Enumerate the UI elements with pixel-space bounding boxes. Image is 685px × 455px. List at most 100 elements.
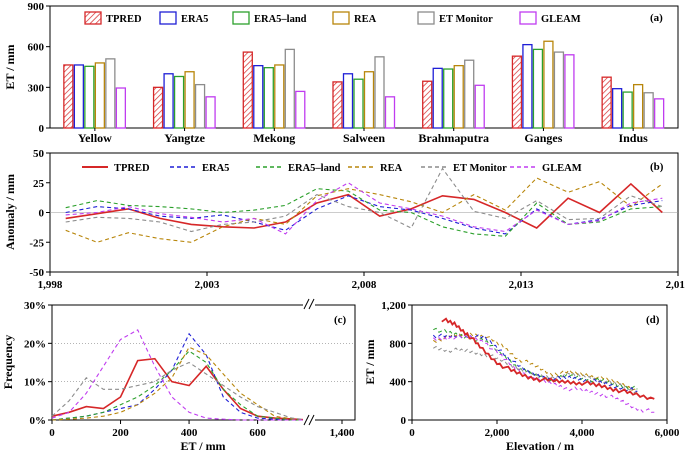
- b-line-et-monitor: [65, 167, 663, 233]
- bar-salween-et-monitor: [374, 56, 385, 129]
- panel-b: -50 -25 0 25 50 1,998 2,003 2,008 2,013 2,018 TP…: [3, 148, 685, 291]
- c-ytick-label: 10%: [24, 377, 46, 389]
- bar-salween-era5-land: [353, 78, 364, 129]
- bar-yellow-gleam: [115, 87, 127, 129]
- legend-swatch-et-monitor: [417, 11, 435, 25]
- axis-break-marker: [303, 296, 315, 426]
- b-line-gleam: [65, 182, 663, 235]
- b-ytick-label: 50: [33, 148, 45, 160]
- c-ytick-label: 20%: [24, 338, 46, 350]
- category-label-yangtze: Yangtze: [164, 131, 205, 145]
- bar-salween-tpred: [332, 81, 343, 129]
- bar-ganges-gleam: [564, 54, 575, 129]
- b-line-rea: [65, 177, 663, 243]
- c-xtick-label: 200: [112, 427, 129, 439]
- b-legend-label-rea: REA: [380, 163, 403, 174]
- bar-ganges-et-monitor: [553, 51, 565, 129]
- legend-label-tpred: TPRED: [106, 14, 142, 25]
- d-line-era5-land: [433, 327, 638, 391]
- category-label-ganges: Ganges: [524, 131, 562, 145]
- a-ytick-label: 300: [28, 82, 45, 94]
- b-ytick-label: 0: [39, 208, 45, 220]
- panel-a-ylabel: ET / mm: [3, 44, 17, 89]
- bar-yangtze-gleam: [205, 96, 216, 129]
- d-line-et-monitor: [433, 345, 638, 394]
- legend-swatch-tpred: [84, 11, 102, 25]
- b-xtick-label: 2,008: [352, 279, 377, 291]
- b-line-era5-land: [65, 188, 663, 237]
- legend-label-et-monitor: ET Monitor: [439, 14, 493, 25]
- c-xtick-label: 1,400: [330, 427, 355, 439]
- bar-indus-gleam: [653, 98, 665, 129]
- bar-brahmaputra-gleam: [474, 84, 485, 129]
- d-line-gleam: [432, 334, 655, 413]
- b-ytick-label: -25: [29, 237, 44, 249]
- d-ytick-label: 0: [401, 415, 407, 427]
- b-ytick-label: 25: [33, 178, 45, 190]
- legend-label-gleam: GLEAM: [541, 14, 581, 25]
- d-xtick-label: 4,000: [570, 427, 595, 439]
- bar-mekong-era5-land: [263, 67, 274, 129]
- bar-brahmaputra-era5-land: [443, 68, 454, 129]
- bar-salween-rea: [363, 71, 375, 129]
- bar-salween-era5: [342, 73, 354, 129]
- category-label-mekong: Mekong: [253, 131, 295, 145]
- c-line-rea: [51, 346, 310, 421]
- c-xtick-label: 600: [249, 427, 266, 439]
- bar-salween-gleam: [384, 96, 396, 129]
- d-ytick-label: 800: [390, 338, 407, 350]
- b-legend-label-gleam: GLEAM: [542, 163, 582, 174]
- c-line-tpred: [51, 357, 310, 421]
- panel-d: 0 400 800 1,200 0 2,000 4,000 6,000 (d) ET / m…: [363, 300, 680, 453]
- bar-yellow-era5: [73, 64, 85, 129]
- bar-indus-tpred: [601, 76, 612, 129]
- bar-indus-et-monitor: [643, 92, 654, 129]
- b-xtick-label: 2,013: [509, 279, 534, 291]
- d-xtick-label: 0: [409, 427, 415, 439]
- panel-c-label: (c): [334, 314, 347, 326]
- d-ytick-label: 400: [390, 377, 407, 389]
- bar-indus-era5-land: [622, 91, 633, 129]
- bar-ganges-era5-land: [532, 48, 544, 129]
- panel-a-label: (a): [650, 12, 663, 24]
- c-ytick-label: 0%: [30, 415, 47, 427]
- bar-yangtze-era5-land: [173, 75, 185, 129]
- panel-d-label: (d): [646, 314, 660, 326]
- legend-swatch-rea: [332, 11, 350, 25]
- a-ytick-label: 900: [28, 1, 45, 13]
- c-line-et-monitor: [51, 361, 310, 421]
- bar-ganges-rea: [543, 40, 554, 129]
- b-line-tpred: [65, 182, 663, 229]
- d-ytick-label: 1,200: [381, 300, 406, 312]
- b-ytick-label: -50: [29, 267, 44, 279]
- category-label-yellow: Yellow: [78, 131, 112, 145]
- bar-yellow-et-monitor: [105, 58, 116, 129]
- bar-mekong-et-monitor: [284, 48, 295, 129]
- bar-yellow-era5-land: [84, 65, 95, 129]
- legend-label-era5-land: ERA5–land: [254, 14, 307, 25]
- legend-swatch-gleam: [519, 11, 537, 25]
- b-xtick-label: 2,003: [195, 279, 220, 291]
- panel-d-xlabel: Elevation / m: [506, 439, 574, 453]
- c-xtick-label: 0: [49, 427, 55, 439]
- bar-brahmaputra-et-monitor: [464, 59, 475, 129]
- category-label-brahmaputra: Brahmaputra: [418, 131, 489, 145]
- category-label-indus: Indus: [618, 131, 648, 145]
- b-legend-label-era5: ERA5: [202, 163, 229, 174]
- bar-indus-rea: [632, 83, 644, 129]
- bar-mekong-tpred: [242, 51, 253, 129]
- panel-a: 0 300 600 900 Yellow Yangtze Mekong Salween Bra…: [3, 1, 679, 145]
- bar-mekong-rea: [274, 64, 285, 129]
- bar-ganges-tpred: [511, 55, 523, 129]
- c-line-era5-land: [51, 350, 309, 421]
- category-label-salween: Salween: [343, 131, 385, 145]
- panel-c-frame: [51, 304, 356, 421]
- bar-ganges-era5: [522, 43, 533, 129]
- d-xtick-label: 2,000: [485, 427, 510, 439]
- d-xtick-label: 6,000: [655, 427, 680, 439]
- b-legend-label-tpred: TPRED: [114, 163, 150, 174]
- d-line-rea: [433, 332, 638, 392]
- bar-yangtze-rea: [184, 71, 195, 129]
